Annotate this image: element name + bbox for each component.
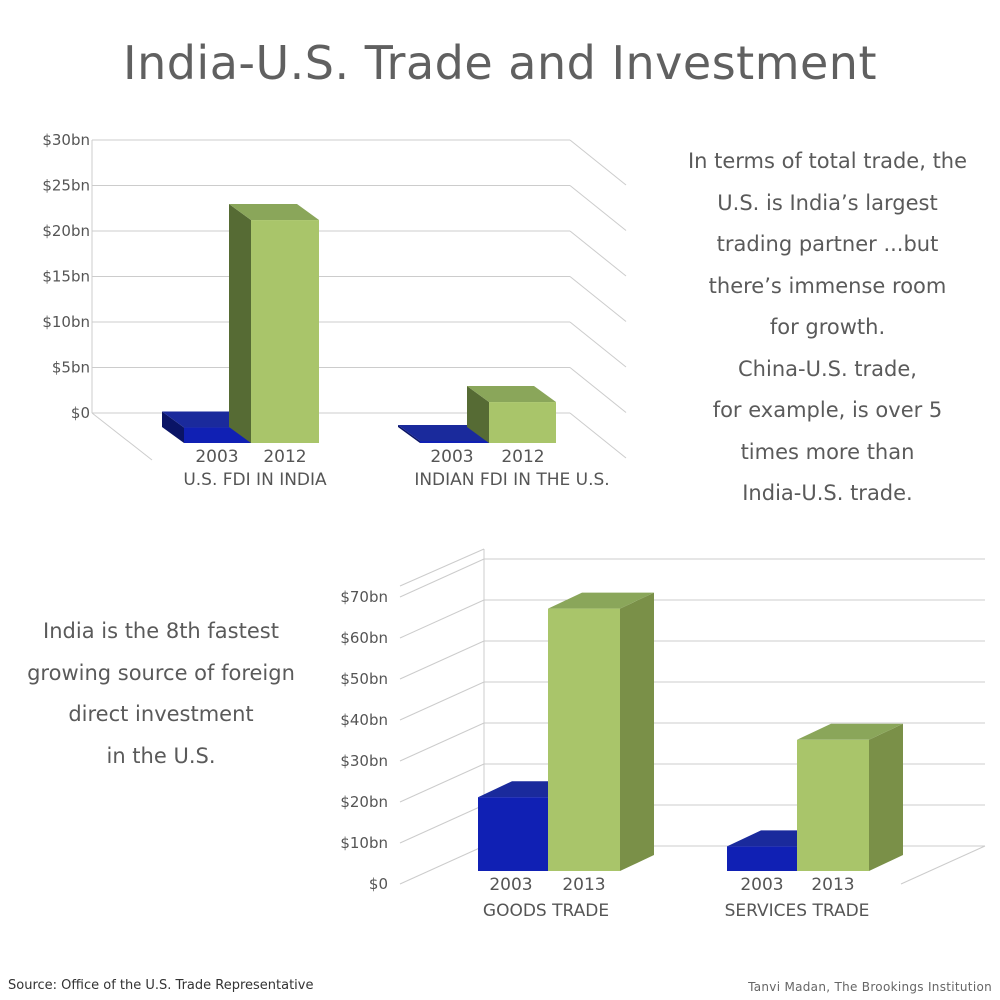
category-label: 2013 [562,875,605,895]
note-top-line: for growth. [769,315,886,339]
y-tick-label: $20bn [340,793,388,811]
bar [251,220,319,443]
bar-side [467,386,489,443]
bar-top [162,411,251,428]
category-label: 2003 [740,875,783,895]
note-top-line: In terms of total trade, the [687,149,968,173]
y-tick-label: $25bn [42,177,90,195]
gridline-side [399,763,485,803]
bar-side [162,411,184,443]
y-tick-label: $50bn [340,670,388,688]
credit-note: Tanvi Madan, The Brookings Institution [748,980,992,994]
wall-top [399,548,485,587]
category-label: 2012 [263,447,306,467]
gridline-side [399,681,485,721]
gridline-side [569,230,627,277]
note-top-line: there’s immense room [708,273,947,298]
y-tick-label: $60bn [340,629,388,647]
note-top: In terms of total trade, the U.S. is Ind… [655,141,1000,515]
bar [184,427,251,443]
note-bottom-line: India is the 8th fastest [43,619,279,643]
floor-edge [91,412,153,461]
floor-edge [900,845,986,885]
gridline-side [569,321,627,368]
bar-side [398,425,420,443]
y-tick-label: $70bn [340,588,388,606]
note-top-line: for example, is over 5 [712,398,943,422]
bar [797,739,869,871]
y-tick-label: $0 [369,875,388,893]
gridline-side [399,722,485,762]
note-top-line: trading partner ...but [716,232,939,256]
bar [489,402,556,443]
note-bottom-line: direct investment [68,702,254,726]
note-bottom: India is the 8th fastest growing source … [0,611,322,777]
bar-side [869,723,903,871]
gridline-side [569,139,627,186]
bar-top [229,204,319,221]
category-label: 2003 [430,447,473,467]
note-top-line: times more than [740,439,915,464]
category-label: 2012 [501,447,544,467]
gridline-side [399,599,485,639]
gridline-side [399,558,485,598]
bar [727,846,797,871]
bar-top [797,723,903,740]
note-top-line: China-U.S. trade, [738,356,917,381]
gridline-side [399,640,485,680]
bar-side [620,592,654,871]
y-tick-label: $20bn [42,222,90,240]
group-label: GOODS TRADE [483,901,609,921]
gridline-side [569,185,627,231]
bar-top [467,386,556,403]
y-tick-label: $40bn [340,711,388,729]
source-note: Source: Office of the U.S. Trade Represe… [8,978,314,993]
bar-top [398,425,489,441]
gridline-side [569,367,627,413]
note-bottom-line: in the U.S. [106,743,216,768]
gridline-side [399,845,485,885]
note-top-line: U.S. is India’s largest [717,190,938,215]
bar [420,441,489,443]
bar-top [548,592,654,609]
note-top-line: India-U.S. trade. [742,481,913,505]
page-title: India-U.S. Trade and Investment [123,36,877,90]
y-tick-label: $10bn [340,834,388,852]
category-label: 2003 [489,875,532,895]
y-tick-label: $30bn [340,752,388,770]
gridline-side [569,276,627,322]
y-tick-label: $0 [71,404,90,422]
bar [478,797,548,871]
y-tick-label: $15bn [42,268,90,286]
group-label: INDIAN FDI IN THE U.S. [414,470,609,490]
y-tick-label: $5bn [52,359,90,377]
y-tick-label: $10bn [42,313,90,331]
gridline-side [569,412,627,459]
bar-side [229,204,251,443]
gridline-side [399,804,485,844]
category-label: 2013 [811,875,854,895]
category-label: 2003 [195,447,238,467]
note-bottom-line: growing source of foreign [27,660,295,685]
group-label: SERVICES TRADE [725,901,870,921]
group-label: U.S. FDI IN INDIA [183,470,327,490]
y-tick-label: $30bn [42,131,90,149]
bar [548,608,620,871]
